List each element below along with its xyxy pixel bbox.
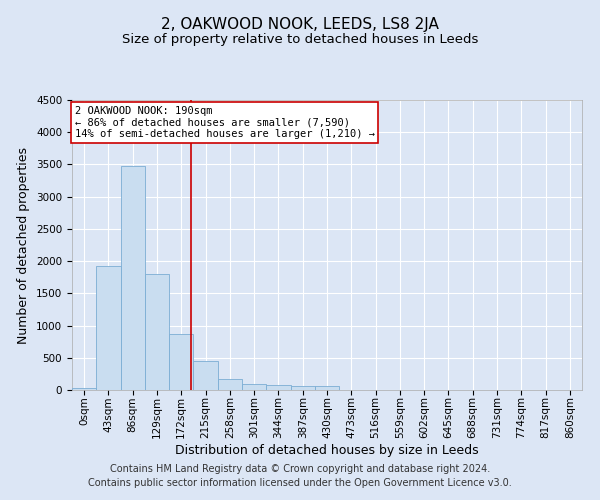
Bar: [145, 274, 169, 390]
Text: Contains HM Land Registry data © Crown copyright and database right 2024.
Contai: Contains HM Land Registry data © Crown c…: [88, 464, 512, 487]
Bar: [218, 379, 242, 390]
Bar: [315, 386, 339, 390]
Text: 2 OAKWOOD NOOK: 190sqm
← 86% of detached houses are smaller (7,590)
14% of semi-: 2 OAKWOOD NOOK: 190sqm ← 86% of detached…: [74, 106, 374, 139]
Bar: [193, 361, 218, 390]
Bar: [290, 386, 315, 390]
Bar: [96, 266, 121, 390]
Bar: [72, 388, 96, 390]
Bar: [121, 166, 145, 390]
Bar: [242, 384, 266, 390]
X-axis label: Distribution of detached houses by size in Leeds: Distribution of detached houses by size …: [175, 444, 479, 457]
Text: 2, OAKWOOD NOOK, LEEDS, LS8 2JA: 2, OAKWOOD NOOK, LEEDS, LS8 2JA: [161, 18, 439, 32]
Bar: [169, 334, 193, 390]
Text: Size of property relative to detached houses in Leeds: Size of property relative to detached ho…: [122, 32, 478, 46]
Y-axis label: Number of detached properties: Number of detached properties: [17, 146, 31, 344]
Bar: [266, 385, 290, 390]
